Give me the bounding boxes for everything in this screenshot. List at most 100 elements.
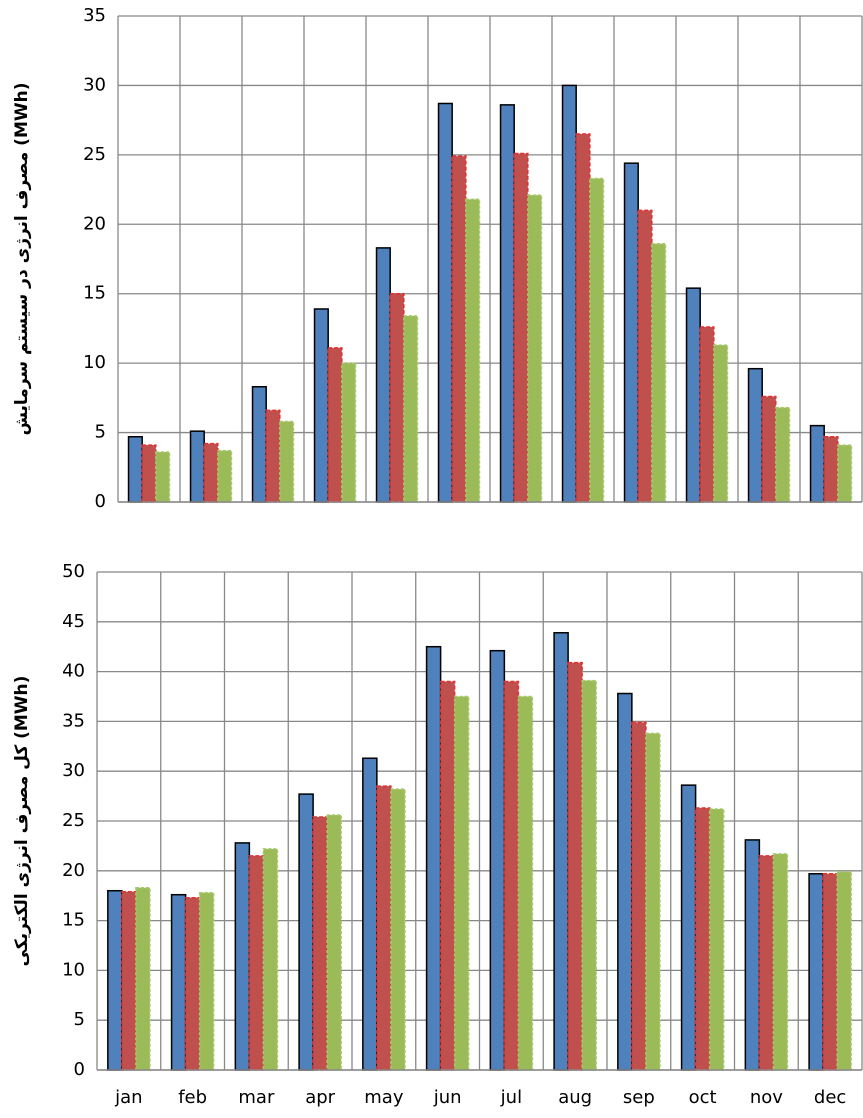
- bar: [390, 788, 406, 1071]
- bar: [375, 247, 391, 503]
- bar: [489, 649, 506, 1071]
- bar: [617, 692, 633, 1071]
- bar: [836, 871, 852, 1071]
- y-tick-label: 35: [83, 5, 106, 26]
- y-tick-label: 15: [62, 910, 85, 931]
- bar: [403, 315, 419, 503]
- y-tick-label: 25: [83, 144, 106, 165]
- bar: [327, 347, 343, 503]
- bar: [775, 406, 791, 503]
- y-tick-label: 50: [62, 561, 85, 582]
- bar: [362, 757, 378, 1071]
- bar: [451, 155, 467, 503]
- y-tick-label: 20: [62, 860, 85, 881]
- bar: [439, 680, 456, 1071]
- bar: [437, 102, 453, 503]
- bar: [326, 814, 342, 1071]
- bar: [637, 209, 653, 503]
- bar: [747, 367, 763, 503]
- x-tick-label: jun: [433, 1087, 462, 1108]
- y-tick-label: 30: [62, 760, 85, 781]
- bar: [631, 721, 647, 1071]
- bar: [761, 395, 777, 503]
- x-tick-label: sep: [623, 1087, 655, 1108]
- bar: [708, 808, 725, 1071]
- bar: [279, 420, 295, 503]
- bar: [808, 873, 824, 1071]
- bar: [744, 839, 761, 1071]
- x-tick-label: jul: [500, 1087, 522, 1108]
- x-tick-label: feb: [178, 1087, 207, 1108]
- bar: [589, 177, 605, 503]
- bar: [170, 893, 187, 1071]
- bar: [517, 695, 534, 1071]
- x-tick-label: jan: [114, 1087, 142, 1108]
- bar: [262, 848, 279, 1071]
- bar: [425, 645, 442, 1071]
- bar: [312, 816, 328, 1071]
- bar: [465, 198, 481, 503]
- x-tick-label: nov: [750, 1087, 783, 1108]
- bar: [127, 435, 143, 503]
- bar: [837, 444, 853, 503]
- bar: [499, 104, 515, 503]
- bar: [121, 890, 137, 1071]
- bar: [772, 853, 789, 1071]
- y-tick-label: 15: [83, 283, 106, 304]
- bar: [298, 793, 314, 1071]
- bar: [680, 784, 697, 1071]
- bar: [581, 679, 597, 1071]
- y-tick-label: 25: [62, 810, 85, 831]
- bar: [313, 308, 329, 503]
- bar: [503, 680, 520, 1071]
- bar: [107, 889, 123, 1071]
- y-tick-label: 10: [83, 352, 106, 373]
- bar: [341, 362, 357, 503]
- bar: [575, 133, 591, 503]
- bar: [389, 292, 405, 503]
- bar: [513, 152, 529, 503]
- bar: [758, 855, 775, 1071]
- bar: [217, 449, 233, 503]
- bar: [567, 661, 583, 1071]
- bar: [651, 242, 667, 503]
- x-tick-label: dec: [814, 1087, 846, 1108]
- bar: [453, 695, 470, 1071]
- bar: [553, 632, 569, 1071]
- bar: [645, 732, 661, 1071]
- y-tick-label: 20: [83, 213, 106, 234]
- bar: [184, 896, 201, 1071]
- bar: [823, 435, 839, 503]
- x-tick-label: aug: [558, 1087, 592, 1108]
- bar: [155, 451, 171, 503]
- y-tick-label: 40: [62, 661, 85, 682]
- bar: [699, 326, 715, 503]
- bar: [189, 430, 205, 503]
- bar: [694, 807, 711, 1071]
- bar: [234, 842, 251, 1071]
- x-tick-label: mar: [238, 1087, 275, 1108]
- bar: [248, 855, 265, 1071]
- x-tick-label: oct: [689, 1087, 717, 1108]
- y-tick-label: 0: [74, 1059, 85, 1080]
- bar: [251, 385, 267, 503]
- bar: [198, 891, 215, 1071]
- y-tick-label: 30: [83, 74, 106, 95]
- y-tick-label: 35: [62, 710, 85, 731]
- bar: [685, 287, 701, 503]
- y-axis-title: مصرف انرژی در سیستم سرمایش (MWh): [12, 82, 32, 435]
- bar: [713, 344, 729, 503]
- y-tick-label: 10: [62, 959, 85, 980]
- y-axis-title: کل مصرف انرژی الکتریکی (MWh): [12, 676, 32, 967]
- bar: [561, 84, 577, 503]
- bar: [809, 424, 825, 503]
- x-tick-label: may: [364, 1087, 404, 1108]
- y-tick-label: 5: [74, 1009, 85, 1030]
- bar: [623, 162, 639, 503]
- bar: [141, 444, 157, 503]
- bar: [203, 442, 219, 503]
- y-tick-label: 45: [62, 611, 85, 632]
- bar: [135, 886, 151, 1071]
